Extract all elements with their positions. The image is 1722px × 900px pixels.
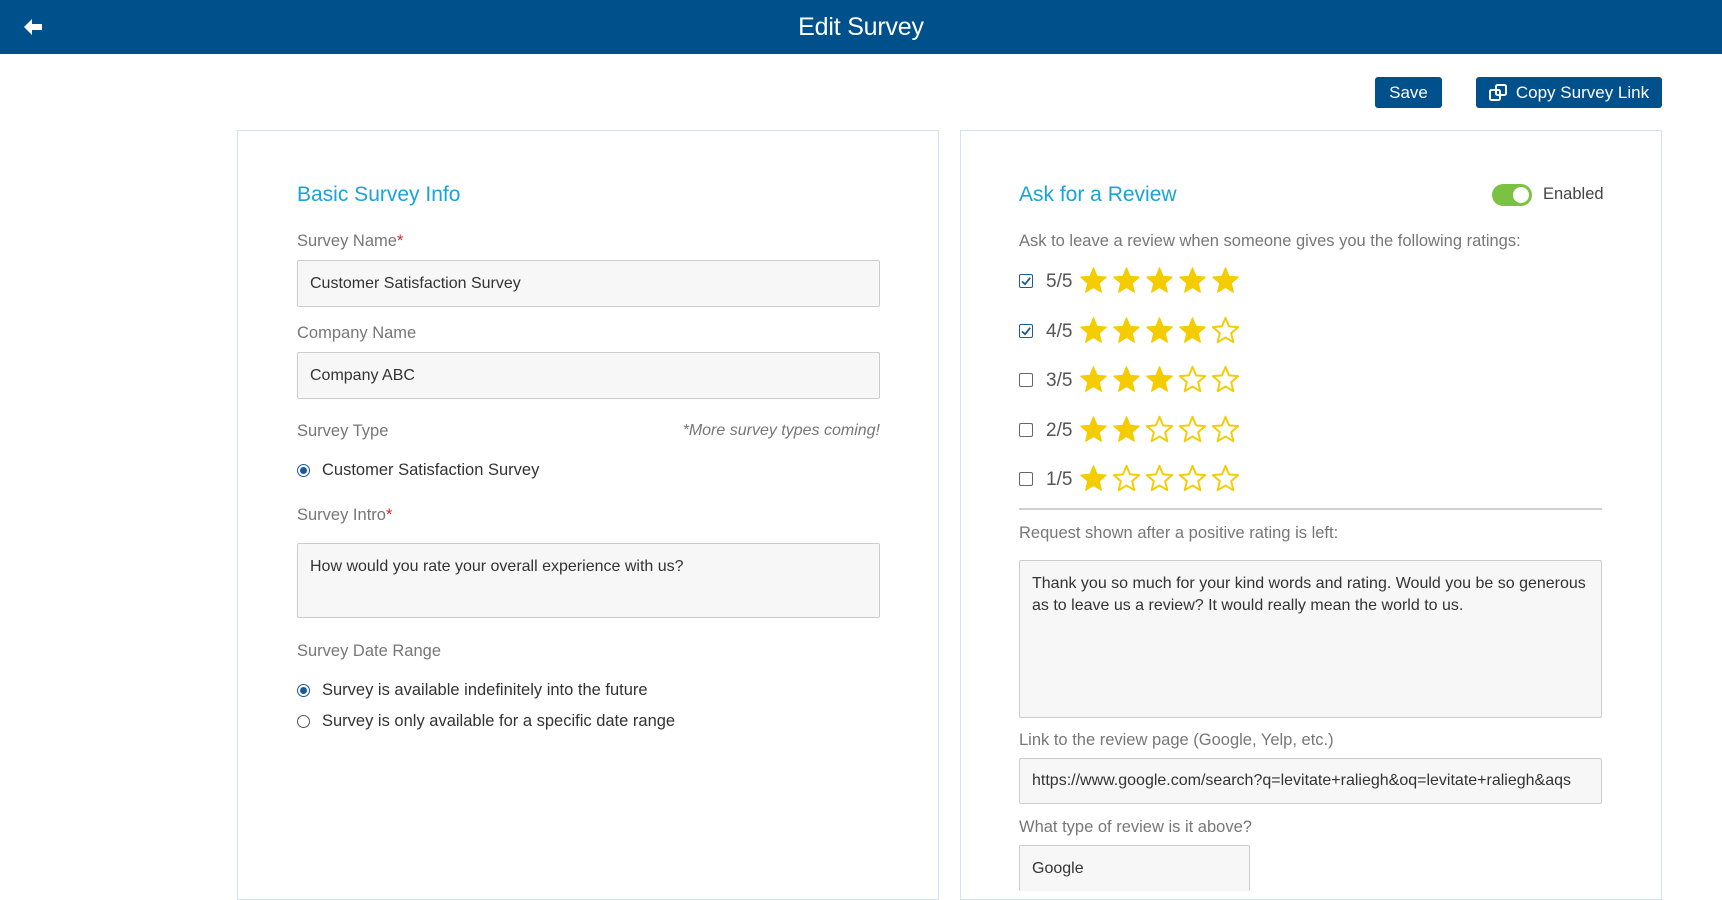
star-filled-icon (1113, 267, 1140, 293)
survey-intro-label-text: Survey Intro (297, 506, 386, 524)
star-filled-icon (1179, 316, 1206, 343)
request-label: Request shown after a positive rating is… (1019, 524, 1339, 542)
star-outline-icon (1211, 365, 1240, 393)
rating-label-1: 1/5 (1046, 469, 1073, 490)
save-button[interactable]: Save (1375, 77, 1442, 108)
star-outline-icon (1178, 415, 1207, 442)
survey-intro-label: Survey Intro* (297, 506, 392, 525)
page-title: Edit Survey (798, 12, 924, 41)
ratings-divider (1019, 508, 1602, 510)
review-link-label: Link to the review page (Google, Yelp, e… (1019, 731, 1334, 749)
star-outline-icon (1178, 365, 1207, 393)
date-range-radio-specific[interactable] (297, 715, 310, 728)
rating-stars-1 (1079, 464, 1240, 493)
rating-stars-2 (1079, 415, 1240, 444)
star-outline-icon (1178, 464, 1207, 492)
date-range-option-specific: Survey is only available for a specific … (322, 712, 676, 730)
rating-label-2: 2/5 (1046, 419, 1073, 441)
survey-type-label: Survey Type (297, 422, 389, 440)
survey-type-note: *More survey types coming! (682, 422, 880, 439)
arrow-left-icon (24, 19, 42, 35)
star-filled-icon (1080, 415, 1107, 442)
ratings-prompt: Ask to leave a review when someone gives… (1019, 232, 1521, 250)
star-filled-icon (1080, 366, 1107, 392)
star-filled-icon (1080, 465, 1107, 491)
survey-intro-textarea[interactable]: How would you rate your overall experien… (297, 543, 880, 618)
top-bar: Edit Survey (0, 0, 1722, 54)
rating-checkbox-5[interactable] (1019, 274, 1033, 288)
star-filled-icon (1080, 267, 1107, 293)
star-outline-icon (1211, 316, 1240, 343)
rating-label-3: 3/5 (1046, 370, 1073, 391)
rating-checkbox-4[interactable] (1019, 323, 1033, 338)
star-filled-icon (1146, 267, 1173, 293)
request-textarea[interactable]: Thank you so much for your kind words an… (1019, 560, 1602, 718)
copy-survey-link-label: Copy Survey Link (1515, 82, 1650, 102)
checkmark-icon (1021, 277, 1031, 286)
star-filled-icon (1146, 366, 1173, 392)
copy-icon (1488, 83, 1507, 101)
required-mark: * (385, 506, 393, 524)
rating-checkbox-3[interactable] (1019, 373, 1033, 387)
star-filled-icon (1113, 415, 1140, 442)
review-enabled-toggle[interactable] (1492, 184, 1532, 206)
star-filled-icon (1212, 267, 1239, 293)
star-outline-icon (1211, 415, 1240, 442)
review-type-input[interactable]: Google (1019, 845, 1250, 891)
date-range-option-indefinite: Survey is available indefinitely into th… (322, 681, 648, 699)
ask-for-review-title: Ask for a Review (1019, 183, 1177, 206)
rating-checkbox-2[interactable] (1019, 422, 1033, 437)
star-outline-icon (1145, 464, 1174, 492)
review-type-label: What type of review is it above? (1019, 818, 1252, 836)
basic-survey-info-card (237, 130, 939, 900)
star-filled-icon (1080, 316, 1107, 343)
basic-survey-info-title: Basic Survey Info (297, 183, 461, 206)
star-outline-icon (1211, 464, 1240, 492)
rating-label-5: 5/5 (1046, 271, 1073, 292)
rating-stars-3 (1079, 365, 1240, 394)
survey-date-range-label: Survey Date Range (297, 642, 441, 660)
rating-label-4: 4/5 (1046, 320, 1073, 342)
company-name-label: Company Name (297, 324, 417, 342)
survey-name-input[interactable]: Customer Satisfaction Survey (297, 260, 880, 307)
star-filled-icon (1146, 316, 1173, 343)
company-name-input[interactable]: Company ABC (297, 352, 880, 399)
survey-type-option-label: Customer Satisfaction Survey (322, 461, 540, 479)
date-range-radio-indefinite[interactable] (297, 684, 310, 697)
rating-stars-5 (1079, 266, 1240, 295)
required-mark: * (396, 232, 404, 250)
back-button[interactable] (18, 12, 48, 42)
survey-type-radio-csat[interactable] (297, 464, 310, 477)
review-link-input[interactable]: https://www.google.com/search?q=levitate… (1019, 758, 1602, 804)
checkmark-icon (1021, 326, 1031, 336)
rating-stars-4 (1079, 316, 1240, 345)
star-filled-icon (1113, 366, 1140, 392)
star-outline-icon (1145, 415, 1174, 442)
rating-checkbox-1[interactable] (1019, 472, 1033, 486)
survey-name-label: Survey Name* (297, 232, 403, 251)
star-filled-icon (1179, 267, 1206, 293)
star-outline-icon (1112, 464, 1141, 492)
star-filled-icon (1113, 316, 1140, 343)
copy-survey-link-button[interactable]: Copy Survey Link (1476, 77, 1662, 108)
review-enabled-label: Enabled (1543, 185, 1604, 203)
survey-name-label-text: Survey Name (297, 232, 397, 250)
